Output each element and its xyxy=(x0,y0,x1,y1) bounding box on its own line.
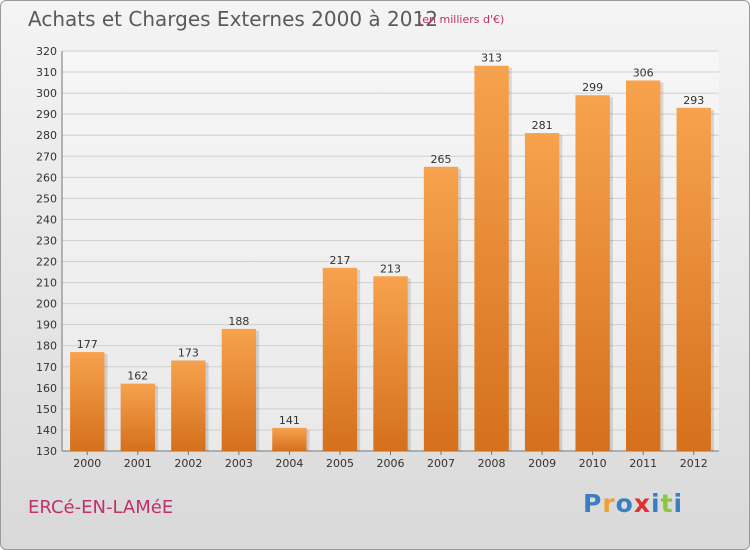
x-tick-label: 2006 xyxy=(377,457,405,470)
bar-2010 xyxy=(575,95,610,452)
y-tick-label: 250 xyxy=(36,192,57,205)
bar-2000 xyxy=(70,352,105,451)
y-tick-label: 280 xyxy=(36,129,57,142)
y-tick-label: 240 xyxy=(36,213,57,226)
bar-value-label: 313 xyxy=(481,52,502,65)
x-tick-label: 2012 xyxy=(680,457,708,470)
y-tick-label: 140 xyxy=(36,424,57,437)
chart-subtitle: (en milliers d'€) xyxy=(418,13,505,26)
bar-2012 xyxy=(676,107,711,451)
bar-value-label: 265 xyxy=(431,153,452,166)
y-tick-label: 270 xyxy=(36,150,57,163)
y-tick-label: 200 xyxy=(36,298,57,311)
y-tick-label: 290 xyxy=(36,108,57,121)
y-tick-label: 260 xyxy=(36,171,57,184)
proxiti-logo: Proxiti xyxy=(583,489,683,518)
y-tick-label: 220 xyxy=(36,256,57,269)
bar-2011 xyxy=(626,80,661,451)
bar-2009 xyxy=(524,133,560,451)
x-tick-label: 2003 xyxy=(225,457,253,470)
y-tick-label: 210 xyxy=(36,277,57,290)
x-tick-label: 2011 xyxy=(629,457,657,470)
logo-letter: r xyxy=(602,489,616,518)
logo-letter: P xyxy=(583,489,603,518)
y-tick-label: 230 xyxy=(36,234,57,247)
y-tick-label: 130 xyxy=(36,445,57,458)
bar-value-label: 141 xyxy=(279,414,300,427)
logo-letter: x xyxy=(633,489,651,518)
bar-value-label: 217 xyxy=(329,254,350,267)
bar-2004 xyxy=(272,427,307,451)
chart-title: Achats et Charges Externes 2000 à 2012 xyxy=(28,7,438,31)
bar-2006 xyxy=(373,276,408,451)
town-name: ERCé-EN-LAMéE xyxy=(28,497,174,518)
bar-value-label: 188 xyxy=(228,315,249,328)
bar-value-label: 293 xyxy=(683,94,704,107)
y-tick-label: 160 xyxy=(36,382,57,395)
bar-2005 xyxy=(322,267,358,451)
y-tick-label: 150 xyxy=(36,403,57,416)
y-tick-label: 190 xyxy=(36,319,57,332)
x-tick-label: 2005 xyxy=(326,457,354,470)
bar-2008 xyxy=(474,65,509,451)
x-tick-label: 2009 xyxy=(528,457,556,470)
logo-letter: i xyxy=(673,489,684,518)
y-tick-label: 170 xyxy=(36,361,57,374)
x-tick-label: 2004 xyxy=(275,457,303,470)
bar-value-label: 299 xyxy=(582,81,603,94)
bar-value-label: 306 xyxy=(633,66,654,79)
x-tick-label: 2010 xyxy=(579,457,607,470)
bar-value-label: 281 xyxy=(532,119,553,132)
y-tick-label: 310 xyxy=(36,66,57,79)
bar-2002 xyxy=(171,360,206,451)
bar-value-label: 213 xyxy=(380,262,401,275)
logo-letter: i xyxy=(651,489,661,518)
x-tick-label: 2008 xyxy=(478,457,506,470)
y-tick-label: 300 xyxy=(36,87,57,100)
logo-letter: t xyxy=(660,489,674,518)
y-tick-label: 180 xyxy=(36,340,57,353)
x-tick-label: 2000 xyxy=(73,457,101,470)
bar-value-label: 173 xyxy=(178,346,199,359)
bar-2003 xyxy=(221,328,257,451)
x-tick-label: 2001 xyxy=(124,457,152,470)
y-tick-label: 320 xyxy=(36,45,57,58)
bar-2007 xyxy=(423,166,459,451)
bar-value-label: 177 xyxy=(77,338,98,351)
bar-2001 xyxy=(120,383,155,451)
x-tick-label: 2007 xyxy=(427,457,455,470)
bar-value-label: 162 xyxy=(127,370,148,383)
x-tick-label: 2002 xyxy=(174,457,202,470)
logo-letter: o xyxy=(615,489,634,518)
